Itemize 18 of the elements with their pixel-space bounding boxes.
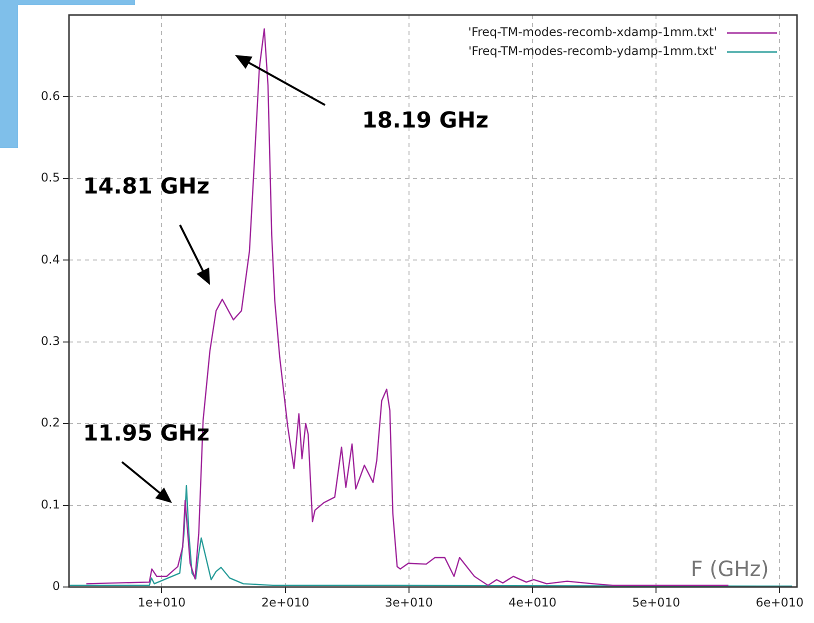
x-tick-label: 2e+010 <box>261 595 310 610</box>
x-tick-label: 3e+010 <box>384 595 433 610</box>
legend-label: 'Freq-TM-modes-recomb-xdamp-1mm.txt' <box>468 25 717 40</box>
y-tick-label: 0.1 <box>40 497 60 512</box>
y-tick-label: 0.3 <box>40 334 60 348</box>
y-tick-label: 0 <box>52 579 60 594</box>
y-tick-label: 0.2 <box>40 416 60 430</box>
y-tick-label: 0.4 <box>40 252 60 266</box>
annotation: 14.81 GHz <box>83 174 210 200</box>
x-axis-title: F (GHz) <box>690 556 769 581</box>
x-tick-label: 1e+010 <box>138 595 186 610</box>
legend-label: 'Freq-TM-modes-recomb-ydamp-1mm.txt' <box>468 44 717 58</box>
x-tick-label: 6e+010 <box>756 595 804 610</box>
y-tick-label: 0.5 <box>40 170 60 185</box>
x-tick-label: 4e+010 <box>508 595 556 610</box>
annotation: 18.19 GHz <box>362 108 489 134</box>
x-tick-label: 5e+010 <box>632 595 680 610</box>
y-tick-label: 0.6 <box>40 88 60 103</box>
